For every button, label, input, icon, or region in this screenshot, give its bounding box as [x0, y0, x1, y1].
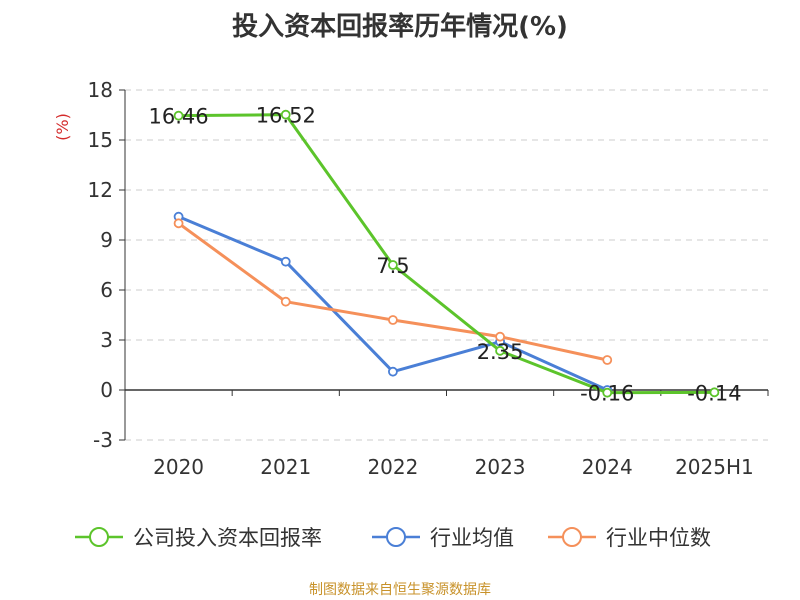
- source-note: 制图数据来自恒生聚源数据库: [309, 582, 491, 598]
- data-point: [495, 345, 505, 356]
- data-point: [173, 218, 184, 229]
- chart-title: 投入资本回报率历年情况(%): [232, 12, 568, 42]
- data-point: [602, 387, 613, 398]
- y-tick-label: 0: [100, 378, 113, 402]
- series-line: [178, 215, 608, 392]
- data-label: -0.14: [687, 381, 741, 405]
- grid-lines: [125, 89, 768, 441]
- data-point: [173, 110, 184, 121]
- y-tick-label: -3: [93, 428, 113, 452]
- x-tick-label: 2023: [475, 455, 526, 479]
- legend-label: 公司投入资本回报率: [133, 526, 322, 550]
- x-tick-label: 2022: [367, 455, 418, 479]
- data-label: -0.16: [580, 382, 634, 406]
- y-tick-label: 12: [88, 178, 113, 202]
- data-labels: 16.46 16.52 7.5 2.35 -0.16 -0.14: [149, 104, 742, 406]
- y-tick-label: 3: [100, 328, 113, 352]
- series-line: [178, 113, 715, 395]
- series: [173, 109, 720, 398]
- legend: 公司投入资本回报率 行业均值 行业中位数: [75, 526, 711, 550]
- y-tick-label: 9: [100, 228, 113, 252]
- legend-marker: [89, 527, 109, 547]
- data-label: 2.35: [477, 340, 524, 364]
- data-label: 16.52: [256, 104, 316, 128]
- x-tick-label: 2025H1: [675, 455, 754, 479]
- y-tick-label: 15: [88, 128, 113, 152]
- data-point: [602, 355, 613, 365]
- x-tick-label: 2021: [260, 455, 311, 479]
- y-tick-label: 6: [100, 278, 113, 302]
- y-tick-label: 18: [88, 78, 113, 102]
- data-label: 16.46: [149, 105, 209, 129]
- data-label: 7.5: [376, 254, 409, 278]
- data-point: [388, 260, 398, 270]
- data-point: [388, 366, 398, 377]
- data-point: [495, 331, 505, 342]
- data-point: [280, 109, 291, 120]
- legend-marker: [386, 527, 406, 547]
- axes: -3 0 3 6 9 12 15 18 2020 2021 2022 2023 2024 2025H1 (%…: [53, 78, 769, 479]
- data-point: [280, 296, 291, 307]
- legend-label: 行业中位数: [606, 526, 711, 550]
- data-point: [280, 256, 291, 267]
- x-tick-label: 2020: [153, 455, 204, 479]
- data-point: [709, 387, 720, 398]
- x-tick-label: 2024: [582, 455, 633, 479]
- y-axis-label: (%): [53, 113, 72, 141]
- legend-label: 行业均值: [430, 526, 514, 550]
- legend-marker: [562, 527, 582, 547]
- data-point: [388, 315, 398, 325]
